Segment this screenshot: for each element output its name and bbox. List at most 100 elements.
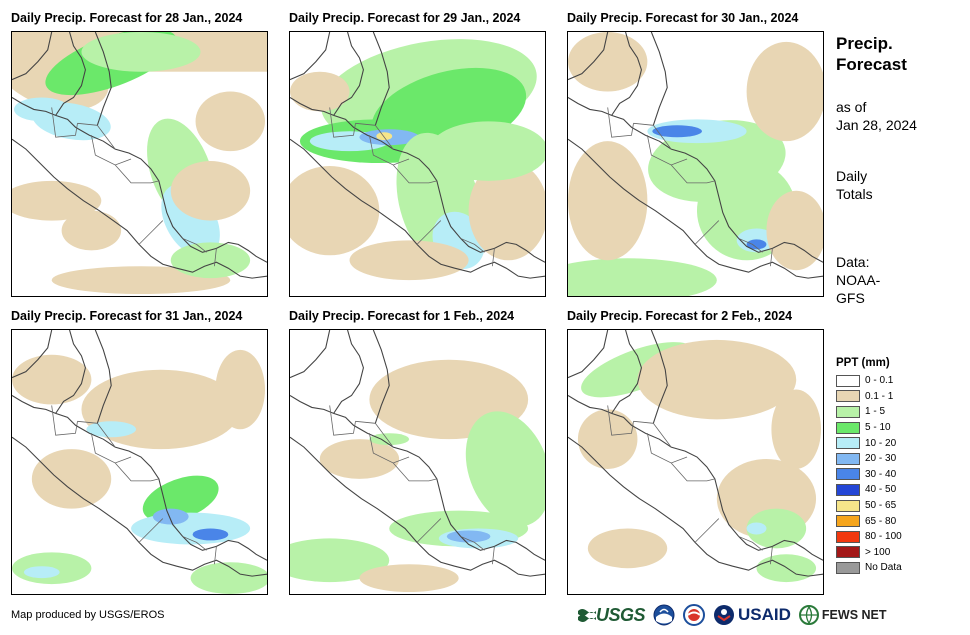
legend-label: > 100 [865,546,891,558]
legend-swatch [836,437,860,450]
legend-swatch [836,421,860,434]
precip-map [290,330,545,593]
legend-swatch [836,483,860,496]
nws-logo [683,604,706,626]
legend-item: 50 - 65 [836,498,902,514]
country-borders [51,405,217,565]
daily-totals-line1: Daily [836,168,868,184]
legend-label: 1 - 5 [865,406,886,418]
map-panel-5 [289,329,546,595]
legend-swatch [836,390,860,403]
legend-label: 65 - 80 [865,515,897,527]
legend-item: 20 - 30 [836,451,902,467]
data-source-line1: Data: [836,254,870,270]
fews-globe-icon [798,605,819,625]
legend-label: 0.1 - 1 [865,390,894,402]
map-panel-3 [567,31,824,297]
legend-item: 80 - 100 [836,529,902,545]
daily-totals-label: Daily Totals [836,167,873,203]
legend-item: 1 - 5 [836,404,902,420]
legend-swatch [836,546,860,559]
precip-map [568,330,823,583]
usaid-logo-text: USAID [738,605,791,624]
panel-title-4: Daily Precip. Forecast for 31 Jan., 2024 [11,309,243,323]
forecast-heading: Precip. Forecast [836,33,907,75]
noaa-logo [653,604,675,626]
legend-item: 10 - 20 [836,435,902,451]
legend-item: > 100 [836,545,902,561]
map-panel-4 [11,329,268,595]
map-panel-6 [567,329,824,595]
precip-map [12,330,267,594]
legend-swatch [836,499,860,512]
data-source-line3: GFS [836,290,865,306]
fews-net-logo: FEWS NET [798,605,887,625]
precip-fields [568,32,823,296]
legend-item: 30 - 40 [836,467,902,483]
country-borders [329,405,495,565]
map-credit: Map produced by USGS/EROS [11,609,165,621]
legend-swatch [836,405,860,418]
legend-label: 20 - 30 [865,453,897,465]
daily-totals-line2: Totals [836,186,873,202]
precip-map [290,32,545,281]
coastlines [290,32,545,279]
legend-swatch [836,561,860,574]
panel-title-2: Daily Precip. Forecast for 29 Jan., 2024 [289,11,521,25]
legend-item: No Data [836,560,902,576]
usgs-wave-icon [578,609,596,622]
country-borders [329,107,495,267]
legend-swatch [836,530,860,543]
precip-fields [290,39,545,281]
panel-title-3: Daily Precip. Forecast for 30 Jan., 2024 [567,11,799,25]
precip-fields [577,339,822,583]
coastlines [12,32,267,279]
coastlines [290,330,545,577]
legend-label: 40 - 50 [865,484,897,496]
as-of-line1: as of [836,99,867,115]
precip-fields [12,32,267,295]
country-borders [51,107,217,267]
legend-rows: 0 - 0.1 0.1 - 1 1 - 5 5 - 10 10 - 20 20 - 30 3… [836,373,902,576]
precip-map [12,32,267,295]
legend-swatch [836,468,860,481]
country-borders [607,107,773,267]
map-panel-2 [289,31,546,297]
legend-label: No Data [865,562,902,574]
map-panel-1 [11,31,268,297]
coastlines [568,32,823,279]
precip-fields [12,349,267,594]
panel-title-6: Daily Precip. Forecast for 2 Feb., 2024 [567,309,793,323]
forecast-heading-line1: Precip. [836,34,893,53]
legend-item: 0.1 - 1 [836,389,902,405]
legend-item: 5 - 10 [836,420,902,436]
panel-title-5: Daily Precip. Forecast for 1 Feb., 2024 [289,309,515,323]
nws-emblem-icon [683,604,706,626]
data-source-line2: NOAA- [836,272,881,288]
noaa-emblem-icon [653,604,675,626]
usgs-logo: USGS [578,604,646,626]
usaid-logo: USAID [713,604,791,626]
coastlines [568,330,823,577]
precip-fields [290,359,545,593]
country-borders [607,405,773,565]
legend-label: 30 - 40 [865,468,897,480]
legend-item: 0 - 0.1 [836,373,902,389]
legend-label: 50 - 65 [865,500,897,512]
legend-item: 65 - 80 [836,513,902,529]
legend-label: 5 - 10 [865,422,891,434]
legend: PPT (mm) 0 - 0.1 0.1 - 1 1 - 5 5 - 10 10 - 2… [836,357,902,576]
coastlines [12,330,267,577]
legend-label: 10 - 20 [865,437,897,449]
legend-item: 40 - 50 [836,482,902,498]
legend-title: PPT (mm) [836,357,890,369]
as-of-line2: Jan 28, 2024 [836,117,917,133]
panel-title-1: Daily Precip. Forecast for 28 Jan., 2024 [11,11,243,25]
fews-net-logo-text: FEWS NET [821,608,887,622]
legend-swatch [836,515,860,528]
legend-swatch [836,374,860,387]
usgs-logo-text: USGS [596,604,646,625]
as-of-date: as of Jan 28, 2024 [836,98,917,134]
usaid-seal-icon [714,605,735,625]
legend-swatch [836,452,860,465]
